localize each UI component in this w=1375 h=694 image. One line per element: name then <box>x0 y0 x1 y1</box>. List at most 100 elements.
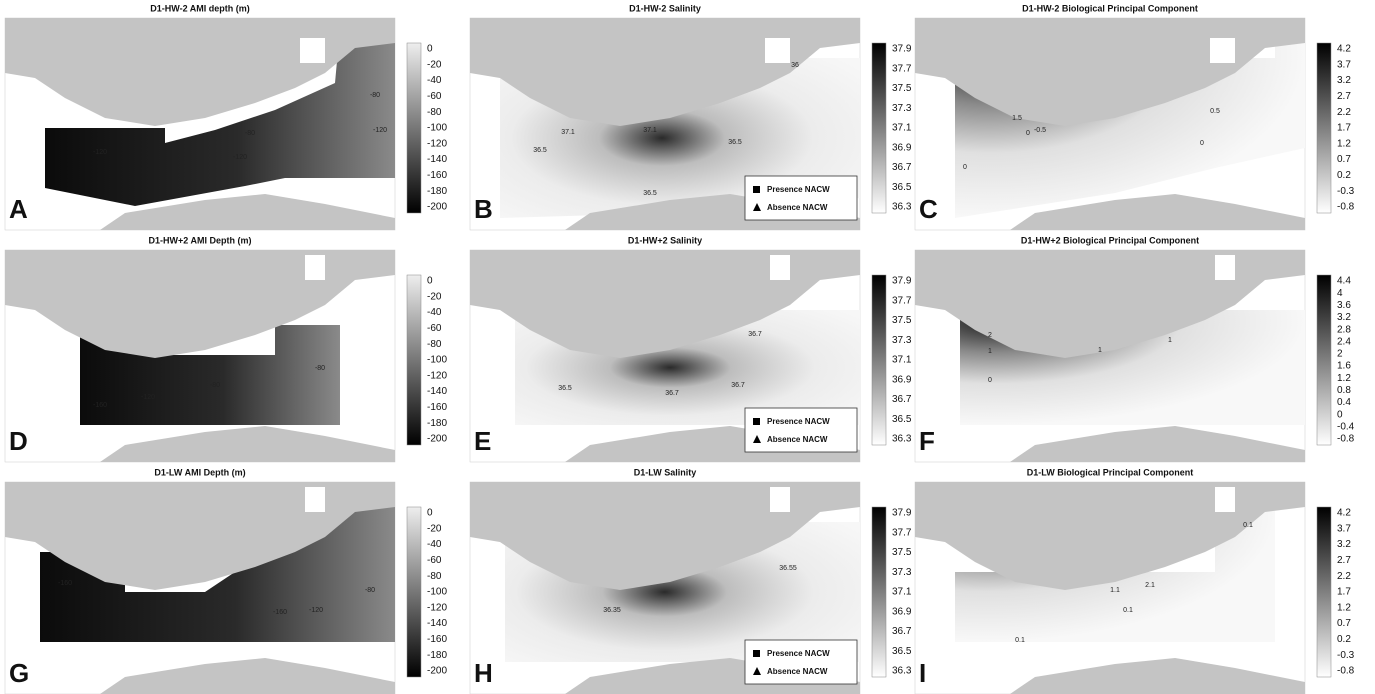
colorbar <box>871 274 887 446</box>
contour-label: 36.5 <box>533 147 547 154</box>
land <box>305 255 325 280</box>
map-panel <box>914 17 1306 231</box>
colorbar-tick-label: -120 <box>427 370 447 381</box>
colorbar-tick-label: 0 <box>427 508 433 519</box>
land <box>1010 658 1305 694</box>
colorbar-tick-label: 37.3 <box>892 103 912 114</box>
land <box>765 38 790 63</box>
legend-label: Presence NACW <box>767 185 830 194</box>
colorbar-tick-label: 36.3 <box>892 202 912 213</box>
colorbar <box>1316 274 1332 446</box>
land <box>100 426 395 462</box>
colorbar-tick-label: 37.1 <box>892 123 912 134</box>
panel-title: D1-HW+2 Biological Principal Component <box>1021 235 1199 245</box>
colorbar-tick-label: 0 <box>427 44 433 55</box>
land <box>5 482 395 590</box>
panel-title: D1-LW Salinity <box>634 467 697 477</box>
colorbar-tick-label: -20 <box>427 523 442 534</box>
contour-label: 36.35 <box>603 607 621 614</box>
contour-label: 1.5 <box>1012 115 1022 122</box>
map-panel <box>4 17 396 231</box>
contour-label: -120 <box>233 154 247 161</box>
contour-label: 36.7 <box>731 382 745 389</box>
colorbar-tick-label: -40 <box>427 307 442 318</box>
colorbar-tick-label: -160 <box>427 402 447 413</box>
legend-symbol <box>753 667 761 675</box>
contour-label: 0.1 <box>1123 607 1133 614</box>
colorbar-tick-label: 1.6 <box>1337 361 1351 372</box>
contour-label: 0 <box>1026 130 1030 137</box>
land <box>305 487 325 512</box>
colorbar-tick-label: 37.9 <box>892 508 912 519</box>
colorbar-tick-label: 37.9 <box>892 44 912 55</box>
colorbar-tick-label: 37.7 <box>892 295 912 306</box>
contour-label: -80 <box>315 365 325 372</box>
contour-label: -80 <box>210 382 220 389</box>
land <box>470 18 860 126</box>
colorbar-tick-label: 1.2 <box>1337 373 1351 384</box>
colorbar-tick-label: -80 <box>427 339 442 350</box>
contour-label: 36.55 <box>779 565 797 572</box>
legend-label: Presence NACW <box>767 649 830 658</box>
colorbar-tick-label: -140 <box>427 154 447 165</box>
colorbar-tick-label: -200 <box>427 434 447 445</box>
colorbar-tick-label: 4.2 <box>1337 44 1351 55</box>
colorbar-tick-label: -80 <box>427 107 442 118</box>
contour-label: 1 <box>988 348 992 355</box>
colorbar-tick-label: -160 <box>427 634 447 645</box>
land <box>565 658 860 694</box>
colorbar-tick-label: 36.3 <box>892 666 912 677</box>
panel-letter: F <box>919 426 935 456</box>
colorbar-tick-label: 0.2 <box>1337 634 1351 645</box>
contour-label: 1 <box>1098 347 1102 354</box>
map-panel <box>914 481 1306 694</box>
colorbar-tick-label: 1.7 <box>1337 123 1351 134</box>
contour-label: -120 <box>141 394 155 401</box>
legend-symbol <box>753 186 760 193</box>
contour-label: 2.1 <box>1145 582 1155 589</box>
contour-label: -160 <box>93 402 107 409</box>
colorbar-tick-label: 36.5 <box>892 646 912 657</box>
colorbar-tick-label: -0.4 <box>1337 421 1355 432</box>
colorbar-tick-label: -40 <box>427 539 442 550</box>
land <box>1215 255 1235 280</box>
colorbar-tick-label: -100 <box>427 123 447 134</box>
contour-label: 36.5 <box>558 385 572 392</box>
colorbar-tick-label: 2.2 <box>1337 107 1351 118</box>
land <box>1210 38 1235 63</box>
colorbar-tick-label: -0.8 <box>1337 666 1355 677</box>
panel-letter: A <box>9 194 28 224</box>
contour-label: -80 <box>370 92 380 99</box>
land <box>915 482 1305 590</box>
panel-title: D1-LW AMI Depth (m) <box>154 467 245 477</box>
legend-label: Absence NACW <box>767 667 828 676</box>
colorbar-tick-label: -0.3 <box>1337 186 1355 197</box>
colorbar-tick-label: 36.9 <box>892 142 912 153</box>
panel-letter: C <box>919 194 938 224</box>
contour-label: 36 <box>791 62 799 69</box>
legend-symbol <box>753 418 760 425</box>
contour-field <box>45 28 395 206</box>
colorbar-tick-label: -180 <box>427 650 447 661</box>
colorbar-tick-label: 37.9 <box>892 276 912 287</box>
colorbar-tick-label: 36.9 <box>892 374 912 385</box>
land <box>5 250 395 358</box>
colorbar-tick-label: -200 <box>427 666 447 677</box>
colorbar-tick-label: -0.3 <box>1337 650 1355 661</box>
colorbar-tick-label: 4.2 <box>1337 508 1351 519</box>
contour-label: 0.5 <box>1210 108 1220 115</box>
colorbar-tick-label: 3.2 <box>1337 75 1351 86</box>
colorbar-tick-label: 2.8 <box>1337 324 1351 335</box>
panel-title: D1-LW Biological Principal Component <box>1027 467 1194 477</box>
panel-letter: H <box>474 658 493 688</box>
colorbar-tick-label: 0 <box>1337 409 1343 420</box>
colorbar-tick-label: -100 <box>427 587 447 598</box>
panel-title: D1-HW-2 Salinity <box>629 3 701 13</box>
legend-symbol <box>753 435 761 443</box>
contour-label: -120 <box>93 149 107 156</box>
contour-label: 0 <box>963 164 967 171</box>
panel-title: D1-HW-2 AMI depth (m) <box>150 3 249 13</box>
land <box>470 482 860 590</box>
legend-label: Absence NACW <box>767 435 828 444</box>
